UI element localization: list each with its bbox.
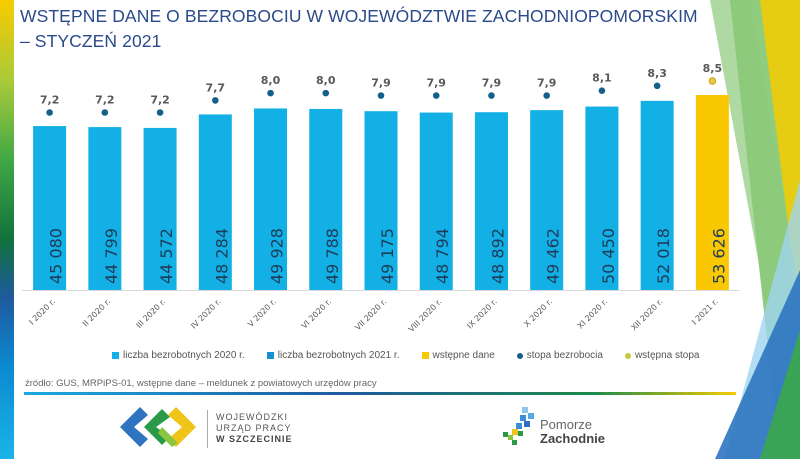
bar-value-label: 49 175 bbox=[378, 228, 397, 284]
legend-swatch bbox=[516, 352, 523, 359]
pomorze-zachodnie-logo-text: Pomorze Zachodnie bbox=[540, 418, 605, 446]
bar-value-label: 44 799 bbox=[102, 228, 121, 284]
rate-dot bbox=[101, 109, 109, 116]
title-line-2: – STYCZEŃ 2021 bbox=[20, 31, 162, 51]
category-label: XI 2020 r. bbox=[576, 297, 610, 331]
category-label: III 2020 r. bbox=[135, 297, 168, 330]
bar-value-label: 52 018 bbox=[654, 228, 673, 284]
bar bbox=[309, 108, 343, 290]
rate-dot bbox=[598, 87, 606, 94]
rate-dot bbox=[488, 92, 495, 99]
bar-value-label: 48 284 bbox=[212, 228, 231, 284]
bar bbox=[198, 114, 232, 290]
bar bbox=[695, 95, 729, 290]
category-label: I 2020 r. bbox=[27, 297, 57, 327]
rate-label: 8,1 bbox=[592, 72, 612, 85]
category-label: VII 2020 r. bbox=[353, 297, 388, 332]
legend-item: wstępne dane bbox=[421, 350, 495, 361]
rate-dot bbox=[46, 109, 53, 116]
wup-logo-text: WOJEWÓDZKI URZĄD PRACY W SZCZECINIE bbox=[216, 412, 293, 445]
legend-item: liczba bezrobotnych 2021 r. bbox=[266, 350, 400, 361]
wup-line-3: W SZCZECINIE bbox=[216, 434, 293, 444]
logo-separator bbox=[207, 410, 208, 448]
pomorze-zachodnie-logo-icon bbox=[503, 407, 534, 445]
wup-logo-icon bbox=[120, 407, 196, 447]
category-label: VI 2020 r. bbox=[300, 297, 333, 330]
category-label: V 2020 r. bbox=[246, 297, 278, 329]
legend-item: stopa bezrobocia bbox=[516, 350, 603, 361]
category-label: I 2021 r. bbox=[690, 297, 720, 327]
pz-line-1: Pomorze bbox=[540, 417, 593, 432]
rate-label: 7,7 bbox=[206, 81, 226, 94]
rate-dot bbox=[653, 82, 661, 90]
bar bbox=[254, 108, 288, 290]
legend-label: wstępna stopa bbox=[634, 350, 700, 361]
bar bbox=[530, 110, 564, 290]
legend-swatch bbox=[624, 352, 631, 359]
bar bbox=[88, 127, 122, 290]
bar-value-label: 49 462 bbox=[544, 228, 563, 284]
pz-line-2: Zachodnie bbox=[540, 431, 606, 446]
category-label: IV 2020 r. bbox=[189, 297, 222, 330]
wup-line-2: URZĄD PRACY bbox=[216, 423, 292, 433]
rate-dot bbox=[543, 92, 550, 99]
bar-value-label: 49 928 bbox=[268, 228, 287, 284]
legend-item: liczba bezrobotnych 2020 r. bbox=[112, 350, 245, 361]
bar bbox=[640, 100, 674, 290]
rate-label: 8,3 bbox=[647, 67, 667, 80]
bar bbox=[364, 111, 398, 290]
rate-dot bbox=[212, 97, 219, 104]
legend-item: wstępna stopa bbox=[624, 350, 700, 361]
rate-label: 7,9 bbox=[482, 77, 502, 90]
right-decorative-shapes bbox=[710, 0, 800, 459]
bar-value-label: 49 788 bbox=[323, 228, 342, 284]
bar-value-label: 50 450 bbox=[599, 228, 618, 284]
rate-dot bbox=[322, 89, 330, 97]
rate-label: 8,0 bbox=[316, 74, 336, 87]
chart-legend: liczba bezrobotnych 2020 r. liczba bezrob… bbox=[112, 350, 699, 361]
legend-label: stopa bezrobocia bbox=[526, 350, 603, 361]
bar-value-label: 53 626 bbox=[709, 228, 728, 284]
rate-dot bbox=[432, 92, 440, 99]
bar-value-label: 48 892 bbox=[488, 228, 507, 284]
legend-swatch bbox=[266, 352, 274, 359]
bar bbox=[474, 112, 508, 290]
legend-swatch bbox=[421, 352, 429, 359]
bar-value-label: 45 080 bbox=[47, 228, 66, 284]
rate-label: 8,0 bbox=[261, 74, 281, 87]
divider-line bbox=[24, 392, 736, 395]
rate-label: 7,9 bbox=[371, 77, 391, 90]
category-label: IX 2020 r. bbox=[465, 297, 499, 331]
rate-label: 7,2 bbox=[95, 94, 115, 107]
bar-value-label: 44 572 bbox=[157, 228, 176, 284]
wup-line-1: WOJEWÓDZKI bbox=[216, 412, 288, 422]
rate-dot bbox=[377, 92, 385, 99]
rate-label: 8,5 bbox=[703, 62, 723, 75]
category-label: VIII 2020 r. bbox=[407, 297, 444, 334]
rate-dot bbox=[267, 89, 274, 97]
legend-swatch bbox=[112, 352, 119, 359]
bar-value-label: 48 794 bbox=[433, 228, 452, 284]
rate-label: 7,9 bbox=[537, 77, 557, 90]
category-label: XII 2020 r. bbox=[629, 297, 664, 332]
legend-label: wstępne dane bbox=[432, 350, 495, 361]
rate-label: 7,2 bbox=[40, 94, 60, 107]
bar bbox=[585, 106, 619, 290]
rate-label: 7,2 bbox=[150, 94, 170, 107]
bar bbox=[33, 126, 67, 291]
legend-label: liczba bezrobotnych 2020 r. bbox=[123, 350, 245, 361]
rate-label: 7,9 bbox=[426, 77, 446, 90]
category-label: X 2020 r. bbox=[522, 297, 554, 329]
bar bbox=[143, 127, 177, 290]
title-line-1: WSTĘPNE DANE O BEZROBOCIU W WOJEWÓDZTWIE… bbox=[20, 6, 698, 26]
legend-label: liczba bezrobotnych 2021 r. bbox=[277, 350, 400, 361]
source-note: źródło: GUS, MRPiPS-01, wstępne dane – m… bbox=[25, 378, 377, 389]
rate-dot bbox=[156, 109, 164, 116]
category-label: II 2020 r. bbox=[81, 297, 112, 328]
left-decorative-stripe bbox=[0, 0, 14, 459]
rate-dot bbox=[708, 77, 717, 85]
page-title: WSTĘPNE DANE O BEZROBOCIU W WOJEWÓDZTWIE… bbox=[20, 4, 720, 54]
bar bbox=[419, 112, 453, 290]
